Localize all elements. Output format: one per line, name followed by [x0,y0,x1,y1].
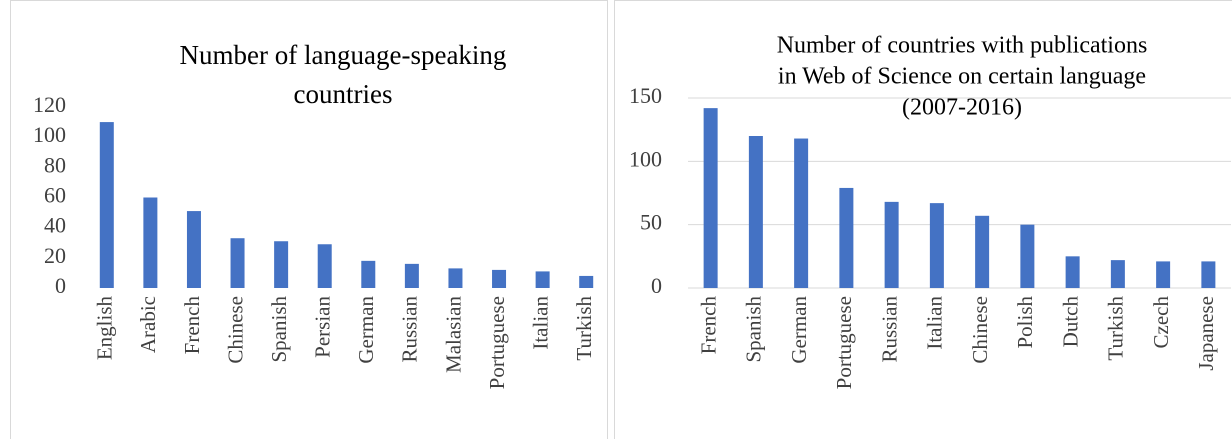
bar [274,241,289,288]
bar [703,108,718,288]
bar [1020,224,1035,288]
y-tick-label: 80 [44,152,66,177]
x-tick-label: English [93,296,117,361]
x-tick-label: Chinese [223,296,247,364]
x-tick-label: Italian [528,296,552,350]
bar [143,197,158,288]
bar [975,215,990,288]
x-tick-label: Turkish [1104,296,1128,361]
x-tick-label: German [354,296,378,364]
x-tick-label: Portuguese [485,296,509,389]
y-tick-label: 100 [629,146,662,171]
x-tick-label: Russian [877,296,901,363]
x-tick-label: Portuguese [832,296,856,389]
x-tick-label: French [696,296,720,355]
bar [448,268,463,288]
bar [1065,256,1080,288]
x-tick-label: Spanish [742,296,766,363]
bar [579,275,594,288]
x-tick-label: Chinese [968,296,992,364]
x-tick-label: German [787,296,811,364]
chart-title: in Web of Science on certain language [778,64,1146,90]
chart-title: (2007-2016) [902,95,1022,121]
chart-title: countries [294,79,393,109]
y-tick-label: 20 [44,243,66,268]
x-tick-label: Japanese [1194,296,1218,371]
chart-frame [614,0,1232,439]
x-tick-label: Dutch [1058,296,1082,348]
x-tick-label: French [180,296,204,355]
x-tick-label: Polish [1013,296,1037,349]
bar [99,122,114,288]
x-tick-label: Czech [1149,296,1173,349]
bar [317,244,332,288]
bar [884,201,899,288]
bar [361,260,376,288]
bar [748,136,763,288]
y-tick-label: 150 [629,83,662,108]
bar [1201,261,1216,288]
bar [230,238,245,288]
bar [404,263,419,288]
x-tick-label: Italian [923,296,947,350]
bar [794,138,809,288]
y-tick-label: 100 [33,122,66,147]
chart-title: Number of language-speaking [180,40,507,70]
x-tick-label: Persian [311,296,335,358]
bar [929,203,944,288]
chart-title: Number of countries with publications [777,33,1148,59]
bar [839,187,854,288]
x-tick-label: Spanish [267,296,291,363]
y-tick-label: 50 [640,210,662,235]
x-tick-label: Arabic [136,296,160,353]
y-tick-label: 0 [651,273,662,298]
x-tick-label: Malasian [441,296,465,373]
bar [1156,261,1171,288]
x-tick-label: Turkish [572,296,596,361]
y-tick-label: 0 [55,273,66,298]
bar [186,211,201,288]
y-tick-label: 40 [44,213,66,238]
y-tick-label: 60 [44,183,66,208]
bar [1110,260,1125,288]
x-tick-label: Russian [398,296,422,363]
bar [535,271,550,288]
y-tick-label: 120 [33,92,66,117]
chart-frame [10,0,608,439]
bar [492,269,507,288]
